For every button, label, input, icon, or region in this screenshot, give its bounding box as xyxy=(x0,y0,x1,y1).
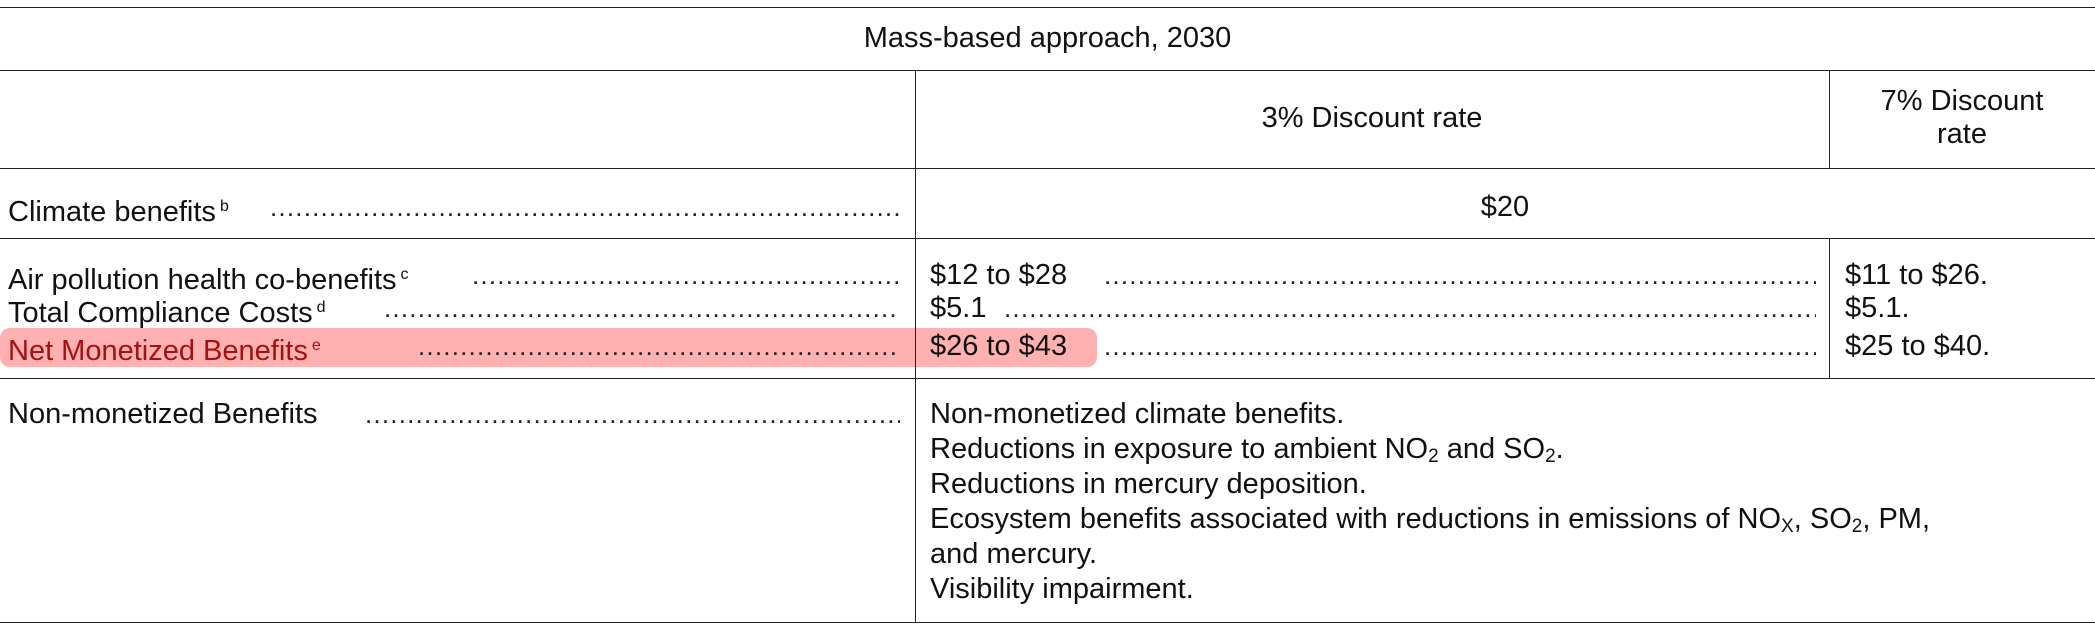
rule-title-bottom xyxy=(0,70,2095,71)
leader-dots-net-value: ........................................… xyxy=(1104,331,1816,361)
leader-dots-air-value: ........................................… xyxy=(1104,260,1816,290)
nonmon-line-6: Visibility impairment. xyxy=(930,573,1194,605)
net-value-3pct: $26 to $43 xyxy=(930,330,1068,362)
table-title: Mass-based approach, 2030 xyxy=(863,22,1232,54)
nonmon-line-4-b: , SO xyxy=(1793,503,1852,535)
leader-dots-net-label: ........................................… xyxy=(418,331,900,361)
rule-header-bottom xyxy=(0,168,2095,169)
costs-value-3pct: $5.1 xyxy=(930,292,987,324)
row-label-net: Net Monetized Benefits e xyxy=(8,330,321,367)
header-7pct-line2: rate xyxy=(1937,118,1987,150)
highlight-net-monetized-benefits xyxy=(0,328,1097,367)
leader-dots-costs-value: ........................................… xyxy=(1004,293,1816,323)
footnote-b: b xyxy=(219,198,229,215)
climate-label-text: Climate benefits xyxy=(8,196,216,228)
rule-monetized-bottom xyxy=(0,378,2095,379)
climate-value: $20 xyxy=(1480,191,1530,223)
nonmon-line-2: Reductions in exposure to ambient NO2 an… xyxy=(930,433,1564,473)
nonmon-line-2-a: Reductions in exposure to ambient NO xyxy=(930,433,1429,465)
net-value-7pct: $25 to $40. xyxy=(1845,330,1991,362)
column-divider-1 xyxy=(915,70,916,622)
rule-bottom xyxy=(0,622,2095,623)
leader-dots-climate: ........................................… xyxy=(270,192,900,222)
row-label-air: Air pollution health co-benefits c xyxy=(8,259,409,296)
header-3pct: 3% Discount rate xyxy=(1261,102,1483,134)
costs-label-text: Total Compliance Costs xyxy=(8,297,313,329)
nonmon-line-4-sub2: 2 xyxy=(1851,516,1863,537)
nonmon-line-3: Reductions in mercury deposition. xyxy=(930,468,1367,500)
row-label-climate: Climate benefits b xyxy=(8,191,229,228)
air-label-text: Air pollution health co-benefits xyxy=(8,264,397,296)
leader-dots-nonmonetized: ........................................… xyxy=(365,399,900,429)
column-divider-2-body xyxy=(1829,238,1830,378)
nonmon-line-2-sub2: 2 xyxy=(1545,446,1556,467)
net-label-text: Net Monetized Benefits xyxy=(8,335,308,367)
nonmon-line-4: Ecosystem benefits associated with reduc… xyxy=(930,503,1930,543)
footnote-e: e xyxy=(311,337,321,354)
nonmon-line-4-sub1: X xyxy=(1781,516,1794,537)
row-label-costs: Total Compliance Costs d xyxy=(8,292,326,329)
nonmon-line-2-sub1: 2 xyxy=(1428,446,1439,467)
leader-dots-costs-label: ........................................… xyxy=(384,293,900,323)
nonmon-line-1: Non-monetized climate benefits. xyxy=(930,398,1345,430)
rule-climate-bottom xyxy=(0,238,2095,239)
footnote-d: d xyxy=(316,299,326,316)
leader-dots-air-label: ........................................… xyxy=(472,260,900,290)
nonmon-line-5: and mercury. xyxy=(930,538,1098,570)
costs-value-7pct: $5.1. xyxy=(1845,292,1910,324)
header-7pct-line1: 7% Discount xyxy=(1880,85,2044,117)
row-label-nonmonetized: Non-monetized Benefits xyxy=(8,398,318,430)
nonmon-line-4-c: , PM, xyxy=(1862,503,1930,535)
nonmon-line-4-a: Ecosystem benefits associated with reduc… xyxy=(930,503,1782,535)
nonmon-line-2-c: . xyxy=(1555,433,1564,465)
column-divider-2-header xyxy=(1829,70,1830,168)
nonmon-line-2-b: and SO xyxy=(1438,433,1546,465)
air-value-3pct: $12 to $28 xyxy=(930,259,1068,291)
air-value-7pct: $11 to $26. xyxy=(1845,259,1988,291)
rule-top xyxy=(0,7,2095,8)
footnote-c: c xyxy=(400,266,409,283)
